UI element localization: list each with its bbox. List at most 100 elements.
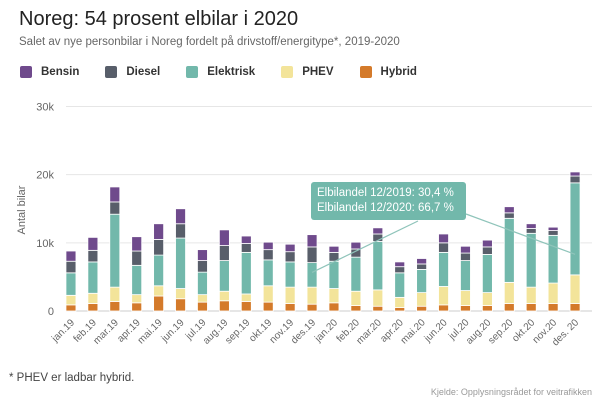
legend-label: Diesel [126, 66, 161, 78]
bar-segment-phev [175, 288, 186, 300]
bar-group [547, 226, 559, 312]
bar-segment-phev [306, 286, 318, 305]
bar-segment-hybrid [503, 303, 515, 312]
bar-segment-phev [262, 285, 274, 303]
bar-group [394, 261, 406, 312]
legend-item-hybrid[interactable]: Hybrid [359, 66, 417, 78]
bar-segment-diesel [197, 260, 208, 273]
bar-segment-hybrid [284, 303, 296, 312]
tooltip-line-2020: Elbilandel 12/2020: 66,7 % [317, 202, 454, 214]
chart-subtitle: Salet av nye personbilar i Noreg fordelt… [19, 36, 400, 48]
bar-segment-elektrisk [87, 261, 99, 294]
bar-segment-diesel [503, 212, 515, 219]
legend-label: Hybrid [380, 66, 417, 78]
x-tick-label: jan.19 [49, 317, 77, 345]
x-tick-label: mai.19 [136, 317, 165, 346]
bar-segment-elektrisk [131, 264, 143, 296]
bar-segment-elektrisk [153, 254, 165, 287]
bar-segment-hybrid [240, 301, 252, 312]
bar-segment-diesel [218, 245, 230, 261]
bar-segment-hybrid [547, 303, 559, 312]
legend-label: Elektrisk [207, 66, 256, 78]
bar-segment-elektrisk [240, 251, 252, 295]
bar-segment-bensin [372, 227, 384, 235]
bar-segment-elektrisk [438, 251, 449, 287]
bar-segment-diesel [416, 263, 428, 270]
bar-group [525, 223, 537, 312]
bar-segment-hybrid [372, 305, 384, 312]
bar-segment-phev [197, 294, 208, 303]
legend-swatch [359, 66, 372, 78]
bar-segment-hybrid [328, 302, 340, 312]
bar-segment-phev [153, 285, 165, 297]
bar-segment-diesel [153, 239, 165, 256]
bar-segment-bensin [175, 208, 186, 225]
footnote: * PHEV er ladbar hybrid. [9, 372, 135, 384]
bar-segment-elektrisk [350, 256, 362, 292]
legend-swatch [281, 66, 294, 78]
bar-segment-bensin [438, 233, 449, 244]
bar-group [87, 236, 99, 312]
bar-segment-diesel [306, 246, 318, 264]
bar-segment-hybrid [306, 303, 318, 312]
bar-segment-phev [547, 282, 559, 304]
bar-group [569, 171, 581, 312]
bar-segment-bensin [503, 206, 515, 214]
bar-segment-diesel [438, 242, 449, 253]
bar-group [372, 227, 384, 312]
bar-segment-elektrisk [569, 182, 581, 276]
bar-segment-phev [87, 292, 99, 304]
x-tick-label: jun.20 [422, 317, 450, 345]
bar-segment-hybrid [350, 305, 362, 312]
bar-segment-bensin [87, 236, 99, 251]
bar-segment-elektrisk [481, 254, 493, 293]
bar-segment-elektrisk [109, 213, 121, 288]
legend-item-diesel[interactable]: Diesel [105, 66, 160, 78]
bar-segment-elektrisk [416, 269, 428, 293]
bar-segment-phev [503, 281, 515, 304]
bar-segment-elektrisk [175, 237, 186, 289]
legend-item-bensin[interactable]: Bensin [20, 66, 79, 78]
bar-group [262, 241, 274, 312]
bar-segment-hybrid [197, 301, 208, 312]
bar-segment-hybrid [460, 305, 471, 312]
bar-segment-diesel [65, 260, 77, 274]
bar-segment-bensin [197, 249, 208, 261]
bar-segment-diesel [394, 266, 406, 274]
bar-segment-phev [328, 288, 340, 304]
bar-segment-hybrid [416, 305, 428, 312]
bar-segment-hybrid [175, 298, 186, 312]
bar-segment-bensin [481, 239, 493, 248]
bar-segment-bensin [262, 241, 274, 251]
bar-group [109, 186, 121, 312]
y-tick-label: 10k [36, 238, 54, 250]
bar-segment-bensin [525, 223, 537, 229]
legend-swatch [105, 66, 118, 78]
x-tick-label: des.19 [289, 317, 318, 346]
legend-item-elektrisk[interactable]: Elektrisk [186, 66, 255, 78]
bar-segment-bensin [460, 245, 471, 254]
bar-group [503, 206, 515, 312]
bar-segment-bensin [328, 245, 340, 253]
x-tick-label: mai.20 [399, 317, 428, 346]
bar-segment-hybrid [262, 301, 274, 312]
bar-segment-elektrisk [547, 234, 559, 284]
bar-segment-elektrisk [262, 259, 274, 287]
x-tick-label: mar.20 [355, 317, 385, 347]
x-tick-label: sep.20 [486, 317, 515, 346]
bar-group [197, 249, 208, 312]
legend-item-phev[interactable]: PHEV [281, 66, 334, 78]
bar-segment-bensin [131, 236, 143, 252]
bar-segment-bensin [284, 243, 296, 253]
chart-title: Noreg: 54 prosent elbilar i 2020 [19, 8, 299, 30]
bar-segment-bensin [65, 250, 77, 262]
bar-segment-phev [569, 274, 581, 304]
bar-segment-hybrid [218, 300, 230, 312]
tooltip-line-2019: Elbilandel 12/2019: 30,4 % [317, 187, 454, 199]
bar-segment-bensin [153, 223, 165, 240]
bar-segment-hybrid [569, 303, 581, 312]
bar-group [65, 250, 77, 312]
bar-group [131, 236, 143, 312]
annotation-line-2019 [311, 220, 419, 273]
